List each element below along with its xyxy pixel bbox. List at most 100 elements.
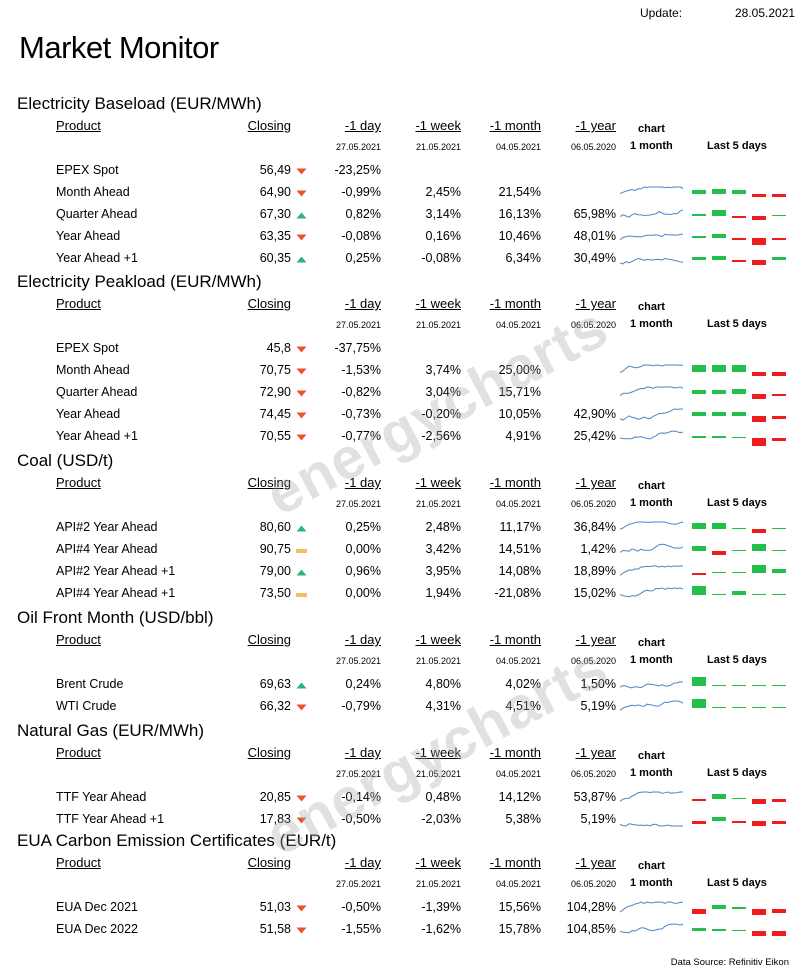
trend-up-icon bbox=[296, 569, 307, 576]
week-change-header: -1 week bbox=[415, 475, 461, 490]
product-name: Year Ahead bbox=[56, 407, 121, 421]
gain-bar bbox=[712, 412, 726, 416]
week-change: 3,14% bbox=[425, 207, 461, 221]
gain-bar bbox=[712, 706, 726, 708]
month-change-header: -1 month bbox=[489, 296, 541, 311]
gain-bar bbox=[712, 684, 726, 686]
day-change: -0,82% bbox=[341, 385, 381, 399]
trend-down-icon bbox=[296, 190, 307, 197]
month-change: 15,56% bbox=[498, 900, 541, 914]
product-header: Product bbox=[56, 296, 101, 311]
week-change: 1,94% bbox=[425, 586, 461, 600]
reference-date: 27.05.2021 bbox=[335, 656, 381, 666]
loss-bar bbox=[752, 909, 766, 916]
closing-price: 66,32 bbox=[259, 699, 291, 713]
day-change: -0,14% bbox=[341, 790, 381, 804]
closing-price: 79,00 bbox=[259, 564, 291, 578]
reference-date: 04.05.2021 bbox=[495, 656, 541, 666]
year-change: 30,49% bbox=[573, 251, 616, 265]
product-name: Month Ahead bbox=[56, 185, 130, 199]
chart-period-label: 1 month bbox=[630, 877, 673, 889]
sparkline-chart bbox=[620, 209, 684, 218]
month-change-header: -1 month bbox=[489, 745, 541, 760]
sparkline-chart bbox=[620, 700, 684, 711]
product-name: Brent Crude bbox=[56, 677, 124, 691]
trend-down-icon bbox=[296, 704, 307, 711]
closing-price: 64,90 bbox=[259, 185, 291, 199]
day-change: 0,25% bbox=[345, 251, 381, 265]
gain-bar bbox=[732, 549, 746, 551]
year-change-header: -1 year bbox=[575, 296, 616, 311]
trend-down-icon bbox=[296, 795, 307, 802]
loss-bar bbox=[752, 821, 766, 827]
product-name: API#4 Year Ahead +1 bbox=[56, 586, 176, 600]
gain-bar bbox=[692, 928, 706, 931]
gain-bar bbox=[692, 390, 706, 394]
gain-bar bbox=[692, 677, 706, 686]
week-change-header: -1 week bbox=[415, 118, 461, 133]
gain-bar bbox=[772, 257, 786, 260]
trend-down-icon bbox=[296, 817, 307, 824]
week-change: -2,56% bbox=[421, 429, 461, 443]
day-change: -0,79% bbox=[341, 699, 381, 713]
closing-price: 60,35 bbox=[259, 251, 291, 265]
loss-bar bbox=[772, 394, 786, 396]
gain-bar bbox=[752, 593, 766, 595]
loss-bar bbox=[772, 799, 786, 802]
gain-bar bbox=[712, 234, 726, 238]
month-change: 25,00% bbox=[498, 363, 541, 377]
gain-bar bbox=[772, 706, 786, 708]
loss-bar bbox=[712, 551, 726, 555]
gain-bar bbox=[712, 593, 726, 595]
gain-bar bbox=[752, 706, 766, 708]
reference-date: 21.05.2021 bbox=[415, 142, 461, 152]
gain-bar bbox=[692, 236, 706, 238]
reference-date: 06.05.2020 bbox=[570, 656, 616, 666]
product-header: Product bbox=[56, 632, 101, 647]
year-change-header: -1 year bbox=[575, 745, 616, 760]
gain-bar bbox=[752, 684, 766, 686]
reference-date: 21.05.2021 bbox=[415, 499, 461, 509]
month-change: 21,54% bbox=[498, 185, 541, 199]
trend-up-icon bbox=[296, 525, 307, 532]
closing-header: Closing bbox=[247, 475, 291, 490]
reference-date: 04.05.2021 bbox=[495, 320, 541, 330]
gain-bar bbox=[732, 929, 746, 931]
week-change-header: -1 week bbox=[415, 632, 461, 647]
loss-bar bbox=[752, 260, 766, 266]
closing-price: 56,49 bbox=[259, 163, 291, 177]
chart-label: chart bbox=[638, 301, 665, 313]
week-change: 3,04% bbox=[425, 385, 461, 399]
month-change-header: -1 month bbox=[489, 475, 541, 490]
product-name: API#2 Year Ahead bbox=[56, 520, 158, 534]
week-change: -1,62% bbox=[421, 922, 461, 936]
chart-label: chart bbox=[638, 480, 665, 492]
loss-bar bbox=[692, 799, 706, 801]
product-name: EPEX Spot bbox=[56, 341, 119, 355]
last-5-days-label: Last 5 days bbox=[707, 877, 767, 889]
sparkline-chart bbox=[620, 587, 684, 598]
gain-bar bbox=[692, 436, 706, 438]
loss-bar bbox=[752, 194, 766, 197]
product-name: TTF Year Ahead +1 bbox=[56, 812, 165, 826]
trend-down-icon bbox=[296, 368, 307, 375]
loss-bar bbox=[772, 821, 786, 824]
closing-price: 51,58 bbox=[259, 922, 291, 936]
gain-bar bbox=[712, 571, 726, 573]
reference-date: 06.05.2020 bbox=[570, 142, 616, 152]
chart-period-label: 1 month bbox=[630, 140, 673, 152]
section-title: Oil Front Month (USD/bbl) bbox=[17, 608, 214, 627]
loss-bar bbox=[752, 529, 766, 533]
loss-bar bbox=[692, 573, 706, 575]
week-change-header: -1 week bbox=[415, 296, 461, 311]
trend-down-icon bbox=[296, 927, 307, 934]
month-change-header: -1 month bbox=[489, 118, 541, 133]
month-change: 14,12% bbox=[498, 790, 541, 804]
closing-price: 70,75 bbox=[259, 363, 291, 377]
closing-header: Closing bbox=[247, 855, 291, 870]
closing-price: 20,85 bbox=[259, 790, 291, 804]
chart-period-label: 1 month bbox=[630, 318, 673, 330]
month-change: 6,34% bbox=[505, 251, 541, 265]
sparkline-chart bbox=[620, 408, 683, 421]
loss-bar bbox=[772, 372, 786, 376]
